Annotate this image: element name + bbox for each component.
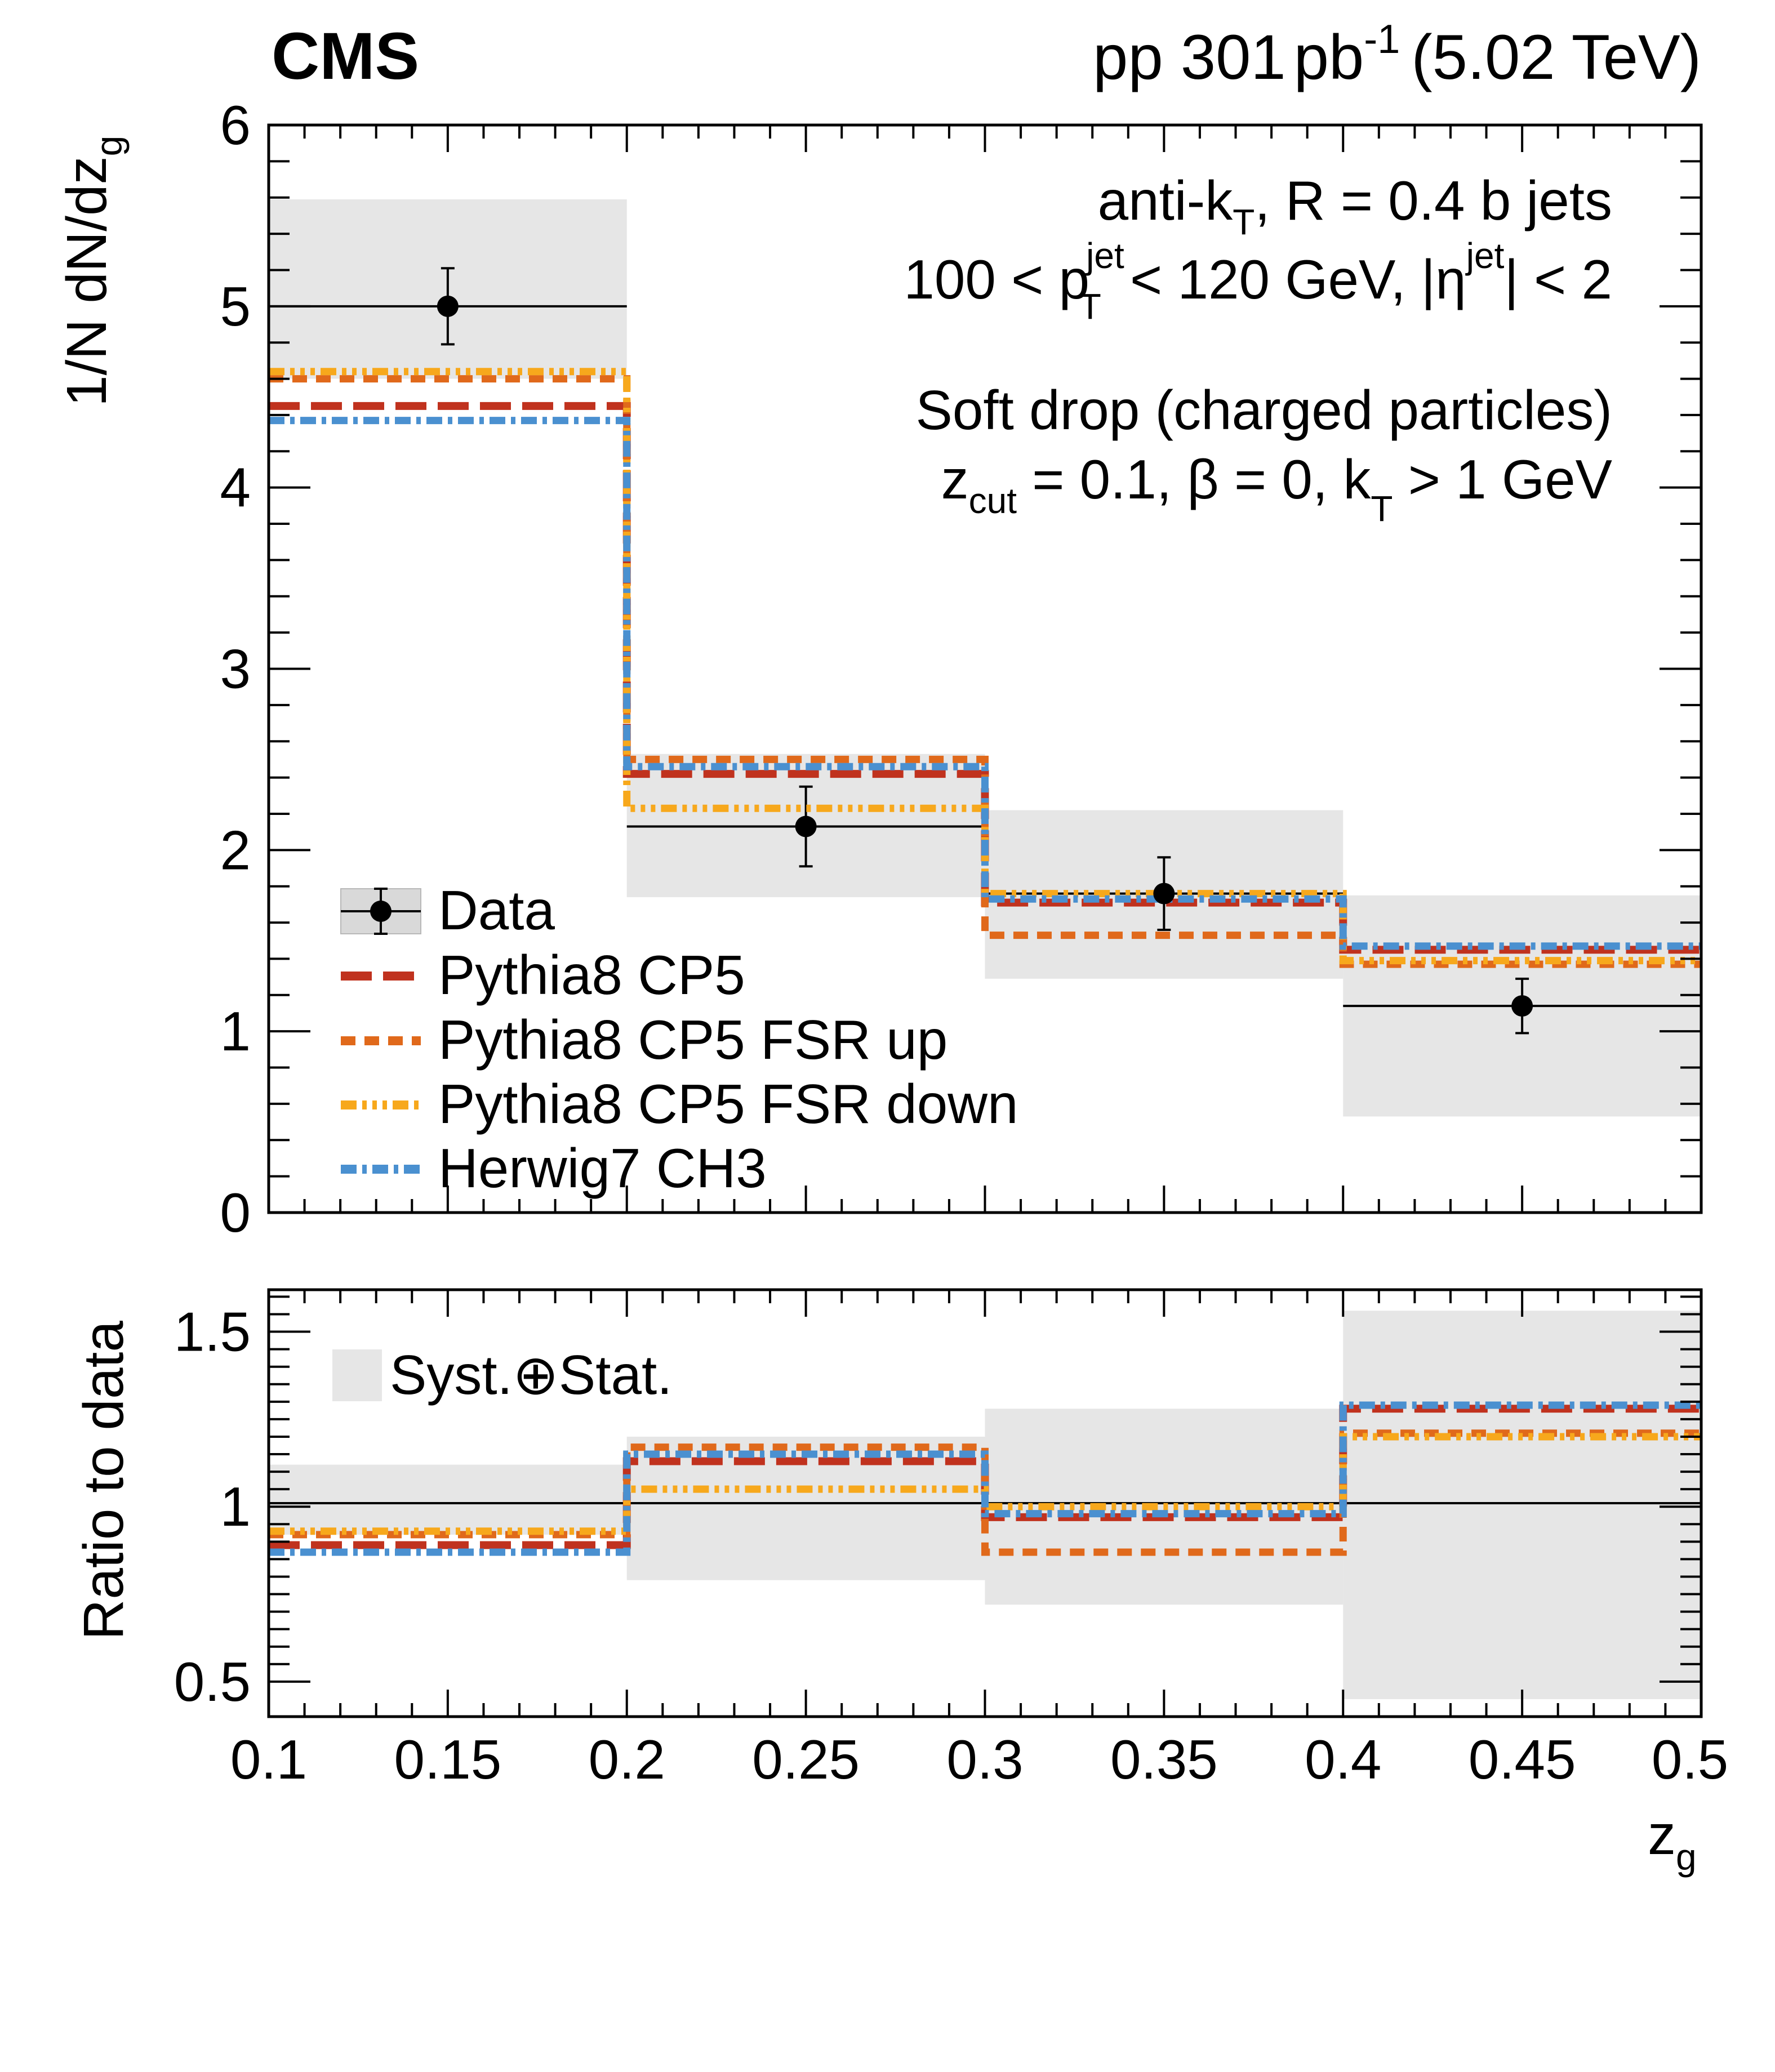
ratio-y-axis-label: Ratio to data bbox=[72, 1321, 135, 1640]
ratio-syst-band bbox=[269, 1311, 1701, 1699]
top-data-points bbox=[437, 295, 1533, 1017]
lumi-energy-label: pp 301 pb-1 (5.02 TeV) bbox=[1093, 17, 1701, 92]
top-ytick-label: 1 bbox=[220, 1000, 251, 1062]
ratio-series-herwig bbox=[269, 1401, 1701, 1556]
experiment-label: CMS bbox=[272, 19, 419, 93]
xtick-label: 0.45 bbox=[1469, 1728, 1576, 1790]
top-series-herwig bbox=[269, 417, 1701, 950]
top-ytick-label: 0 bbox=[220, 1182, 251, 1244]
xtick-label: 0.25 bbox=[752, 1728, 860, 1790]
top-y-tick-labels: 0 1 2 3 4 5 6 bbox=[220, 94, 251, 1244]
legend-syst-label: Syst.⊕Stat. bbox=[390, 1344, 672, 1406]
annotation-pt: 100 < pjet T < 120 GeV, |ηjet| < 2 bbox=[904, 235, 1612, 327]
top-y-axis-label: 1/N dN/dzg bbox=[55, 136, 130, 407]
lumi-unit: pb bbox=[1294, 22, 1364, 92]
ratio-band-bin-4 bbox=[1343, 1311, 1701, 1699]
xtick-label: 0.5 bbox=[1652, 1728, 1728, 1790]
legend-syst-swatch bbox=[332, 1349, 382, 1401]
ratio-ytick-label: 1 bbox=[220, 1476, 251, 1538]
data-point-2 bbox=[795, 816, 817, 837]
legend-p8up-label: Pythia8 CP5 FSR up bbox=[438, 1009, 947, 1071]
top-ytick-label: 3 bbox=[220, 638, 251, 700]
ratio-y-tick-labels: 0.5 1 1.5 bbox=[174, 1301, 251, 1713]
xtick-label: 0.2 bbox=[589, 1728, 665, 1790]
ratio-panel: 0.5 1 1.5 0.1 0.15 0.2 0.25 0.3 0.35 0.4 0.45 0.5 … bbox=[72, 1288, 1728, 1878]
ratio-band-bin-1 bbox=[269, 1464, 627, 1535]
data-point-3 bbox=[1153, 883, 1175, 904]
ratio-ytick-label: 1.5 bbox=[174, 1301, 251, 1363]
x-axis-label: zg bbox=[1648, 1803, 1697, 1878]
top-ytick-label: 6 bbox=[220, 94, 251, 156]
top-frame bbox=[267, 123, 1703, 1214]
legend-data-label: Data bbox=[438, 879, 555, 941]
ratio-ytick-label: 0.5 bbox=[174, 1651, 251, 1713]
legend-p8down-label: Pythia8 CP5 FSR down bbox=[438, 1073, 1018, 1135]
ratio-frame bbox=[267, 1288, 1703, 1718]
annotation-zcut: zcut = 0.1, β = 0, kT > 1 GeV bbox=[941, 448, 1612, 529]
data-point-4 bbox=[1511, 995, 1533, 1017]
xtick-label: 0.1 bbox=[230, 1728, 307, 1790]
ratio-axis-ticks bbox=[268, 1290, 1702, 1717]
top-ytick-label: 4 bbox=[220, 457, 251, 519]
annotation-softdrop: Soft drop (charged particles) bbox=[916, 379, 1612, 441]
x-tick-labels: 0.1 0.15 0.2 0.25 0.3 0.35 0.4 0.45 0.5 bbox=[230, 1728, 1728, 1790]
legend-p8-label: Pythia8 CP5 bbox=[438, 944, 745, 1006]
top-legend: Data Pythia8 CP5 Pythia8 CP5 FSR up Pyth… bbox=[340, 879, 1018, 1199]
xtick-label: 0.3 bbox=[946, 1728, 1023, 1790]
energy-label: (5.02 TeV) bbox=[1411, 22, 1701, 92]
top-ytick-label: 5 bbox=[220, 275, 251, 337]
lumi-prefix: pp 301 bbox=[1093, 22, 1286, 92]
xtick-label: 0.4 bbox=[1305, 1728, 1381, 1790]
data-point-1 bbox=[437, 295, 459, 317]
xtick-label: 0.15 bbox=[394, 1728, 502, 1790]
lumi-exponent: -1 bbox=[1364, 17, 1400, 62]
top-panel: 0 1 2 3 4 5 6 1/N dN/dzg anti-kT, R = 0.4 b je… bbox=[55, 94, 1703, 1244]
annotation-jets: anti-kT, R = 0.4 b jets bbox=[1098, 170, 1612, 242]
legend-herwig-label: Herwig7 CH3 bbox=[438, 1137, 767, 1199]
top-model-series bbox=[269, 368, 1701, 968]
legend-data-marker bbox=[370, 901, 392, 922]
top-ytick-label: 2 bbox=[220, 819, 251, 881]
ratio-model-series bbox=[269, 1401, 1701, 1556]
xtick-label: 0.35 bbox=[1110, 1728, 1218, 1790]
